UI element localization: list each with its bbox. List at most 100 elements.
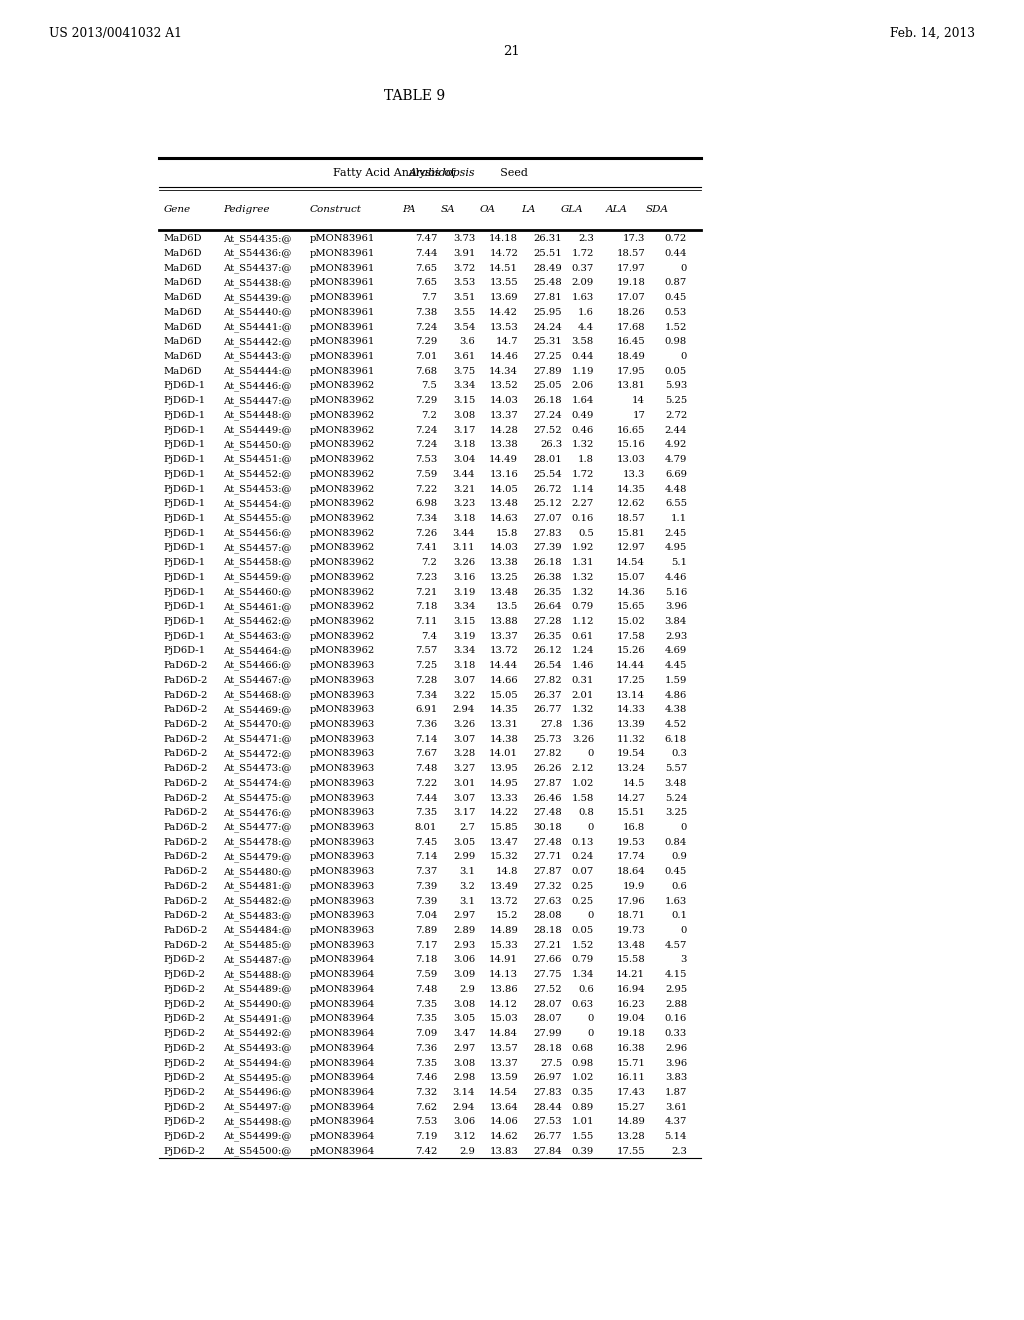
Text: 3.47: 3.47 (453, 1030, 475, 1038)
Text: 3.91: 3.91 (453, 249, 475, 257)
Text: 7.26: 7.26 (415, 529, 437, 537)
Text: 3.53: 3.53 (453, 279, 475, 288)
Text: MaD6D: MaD6D (164, 322, 203, 331)
Text: PjD6D-2: PjD6D-2 (164, 1102, 206, 1111)
Text: 17.07: 17.07 (616, 293, 645, 302)
Text: 3.18: 3.18 (453, 441, 475, 449)
Text: At_S54481:@: At_S54481:@ (223, 882, 292, 891)
Text: PjD6D-1: PjD6D-1 (164, 396, 206, 405)
Text: 27.83: 27.83 (534, 529, 562, 537)
Text: PaD6D-2: PaD6D-2 (164, 896, 208, 906)
Text: 5.16: 5.16 (665, 587, 687, 597)
Text: 3.73: 3.73 (453, 235, 475, 243)
Text: 4.95: 4.95 (665, 544, 687, 552)
Text: 15.26: 15.26 (616, 647, 645, 656)
Text: 0.8: 0.8 (578, 808, 594, 817)
Text: pMON83963: pMON83963 (309, 808, 375, 817)
Text: 3.25: 3.25 (665, 808, 687, 817)
Text: 3.05: 3.05 (453, 838, 475, 846)
Text: 3.54: 3.54 (453, 322, 475, 331)
Text: 13.24: 13.24 (616, 764, 645, 774)
Text: LA: LA (521, 206, 536, 214)
Text: pMON83963: pMON83963 (309, 911, 375, 920)
Text: 27.24: 27.24 (534, 411, 562, 420)
Text: pMON83963: pMON83963 (309, 896, 375, 906)
Text: 0: 0 (588, 824, 594, 832)
Text: 13.95: 13.95 (489, 764, 518, 774)
Text: At_S54442:@: At_S54442:@ (223, 337, 292, 347)
Text: At_S54438:@: At_S54438:@ (223, 279, 292, 288)
Text: PjD6D-1: PjD6D-1 (164, 381, 206, 391)
Text: 13.57: 13.57 (489, 1044, 518, 1053)
Text: 7.24: 7.24 (415, 425, 437, 434)
Text: PaD6D-2: PaD6D-2 (164, 808, 208, 817)
Text: 26.31: 26.31 (534, 235, 562, 243)
Text: 4.37: 4.37 (665, 1118, 687, 1126)
Text: 14.28: 14.28 (489, 425, 518, 434)
Text: 2.09: 2.09 (571, 279, 594, 288)
Text: 3.48: 3.48 (665, 779, 687, 788)
Text: 27.63: 27.63 (534, 896, 562, 906)
Text: 7.5: 7.5 (421, 381, 437, 391)
Text: 3.51: 3.51 (453, 293, 475, 302)
Text: 14.34: 14.34 (489, 367, 518, 376)
Text: 0: 0 (588, 911, 594, 920)
Text: 17: 17 (632, 411, 645, 420)
Text: 1.59: 1.59 (665, 676, 687, 685)
Text: 2.72: 2.72 (665, 411, 687, 420)
Text: 1.32: 1.32 (571, 587, 594, 597)
Text: 3.27: 3.27 (453, 764, 475, 774)
Text: 14.8: 14.8 (496, 867, 518, 876)
Text: 21: 21 (504, 45, 520, 58)
Text: At_S54482:@: At_S54482:@ (223, 896, 292, 906)
Text: PjD6D-1: PjD6D-1 (164, 529, 206, 537)
Text: At_S54487:@: At_S54487:@ (223, 956, 292, 965)
Text: At_S54456:@: At_S54456:@ (223, 528, 292, 539)
Text: 0.05: 0.05 (571, 927, 594, 935)
Text: 14.91: 14.91 (489, 956, 518, 965)
Text: 0.31: 0.31 (571, 676, 594, 685)
Text: 17.68: 17.68 (616, 322, 645, 331)
Text: 13.38: 13.38 (489, 441, 518, 449)
Text: pMON83961: pMON83961 (309, 264, 375, 273)
Text: 0.9: 0.9 (671, 853, 687, 862)
Text: 4.46: 4.46 (665, 573, 687, 582)
Text: pMON83962: pMON83962 (309, 484, 375, 494)
Text: 27.89: 27.89 (534, 367, 562, 376)
Text: 14.03: 14.03 (489, 396, 518, 405)
Text: 0.1: 0.1 (671, 911, 687, 920)
Text: 0.35: 0.35 (571, 1088, 594, 1097)
Text: pMON83963: pMON83963 (309, 779, 375, 788)
Text: 0.53: 0.53 (665, 308, 687, 317)
Text: 15.71: 15.71 (616, 1059, 645, 1068)
Text: SA: SA (440, 206, 455, 214)
Text: pMON83963: pMON83963 (309, 838, 375, 846)
Text: 14: 14 (632, 396, 645, 405)
Text: 1.8: 1.8 (578, 455, 594, 465)
Text: 3.06: 3.06 (453, 1118, 475, 1126)
Text: SDA: SDA (646, 206, 669, 214)
Text: PjD6D-2: PjD6D-2 (164, 1014, 206, 1023)
Text: 18.49: 18.49 (616, 352, 645, 362)
Text: 4.52: 4.52 (665, 719, 687, 729)
Text: MaD6D: MaD6D (164, 249, 203, 257)
Text: 4.15: 4.15 (665, 970, 687, 979)
Text: PjD6D-1: PjD6D-1 (164, 573, 206, 582)
Text: 7.35: 7.35 (415, 1059, 437, 1068)
Text: PjD6D-1: PjD6D-1 (164, 647, 206, 656)
Text: 14.42: 14.42 (489, 308, 518, 317)
Text: 18.57: 18.57 (616, 249, 645, 257)
Text: 16.23: 16.23 (616, 999, 645, 1008)
Text: pMON83962: pMON83962 (309, 396, 375, 405)
Text: At_S54461:@: At_S54461:@ (223, 602, 292, 611)
Text: 13.88: 13.88 (489, 616, 518, 626)
Text: 7.36: 7.36 (415, 719, 437, 729)
Text: 0: 0 (588, 1030, 594, 1038)
Text: 27.21: 27.21 (534, 941, 562, 950)
Text: 0.89: 0.89 (571, 1102, 594, 1111)
Text: PaD6D-2: PaD6D-2 (164, 764, 208, 774)
Text: PjD6D-1: PjD6D-1 (164, 544, 206, 552)
Text: 14.72: 14.72 (489, 249, 518, 257)
Text: 1.01: 1.01 (571, 1118, 594, 1126)
Text: 2.9: 2.9 (459, 1147, 475, 1156)
